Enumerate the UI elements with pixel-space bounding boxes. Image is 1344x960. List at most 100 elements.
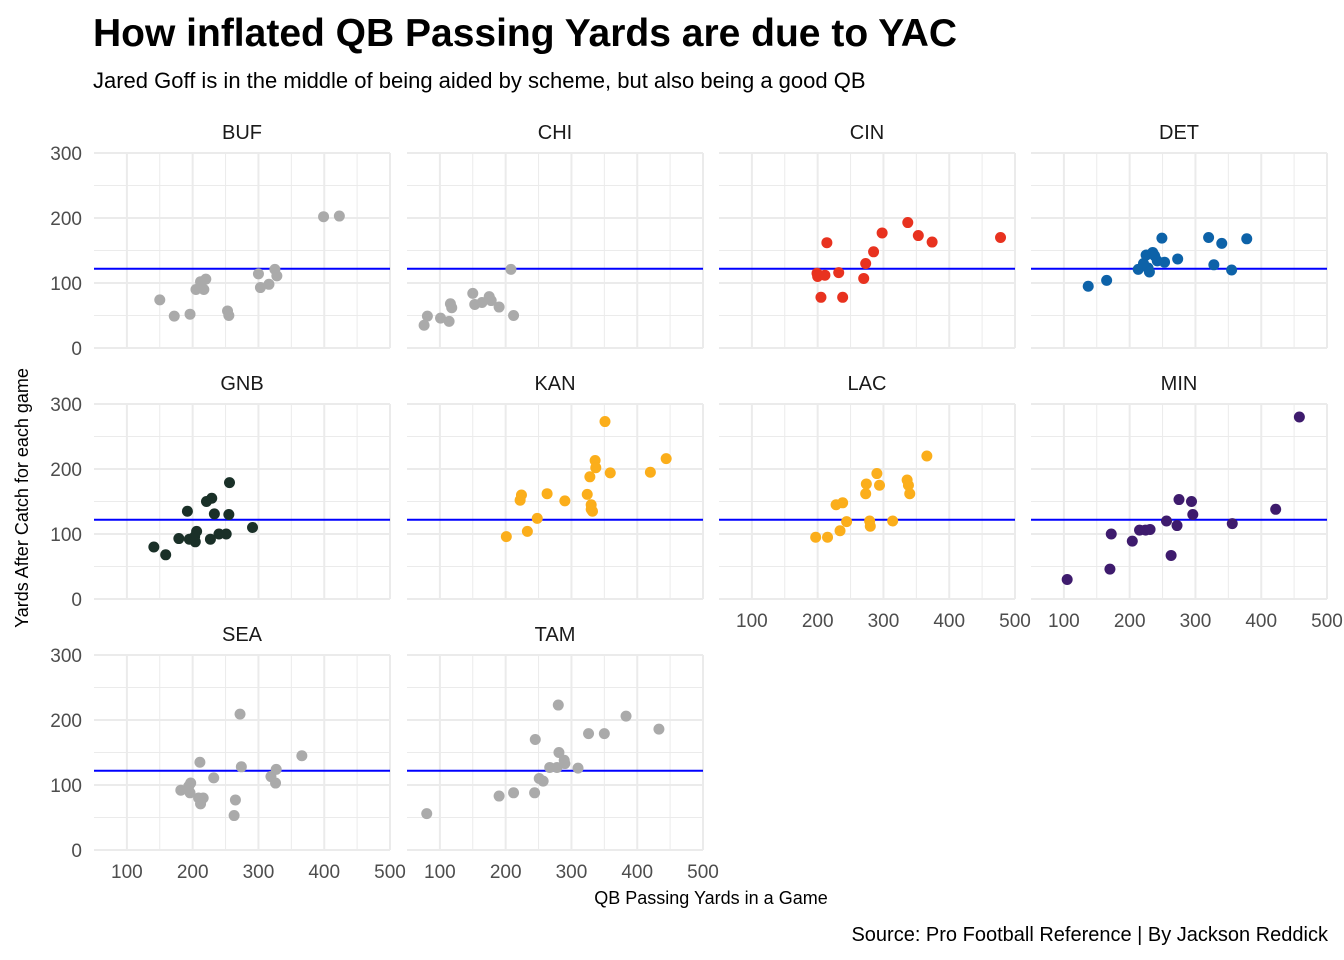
data-point <box>837 497 849 509</box>
data-point <box>467 287 479 299</box>
facet-label: SEA <box>222 624 263 646</box>
facet-label: CHI <box>538 122 572 144</box>
data-point <box>318 211 330 223</box>
data-point <box>168 310 180 322</box>
data-point <box>208 508 220 520</box>
data-point <box>598 728 610 740</box>
data-point <box>271 270 283 282</box>
data-point <box>819 269 831 281</box>
data-point <box>154 294 166 306</box>
x-tick-label: 500 <box>687 862 719 883</box>
data-point <box>1203 232 1215 243</box>
data-point <box>1216 237 1228 249</box>
y-tick-label: 200 <box>50 209 82 230</box>
data-point <box>529 734 541 745</box>
data-point <box>822 531 834 543</box>
x-tick-label: 200 <box>1114 611 1146 632</box>
facet-label: DET <box>1159 122 1199 144</box>
data-point <box>531 512 543 524</box>
facet-panel-cin: CIN <box>719 122 1016 349</box>
y-tick-label: 0 <box>71 339 82 360</box>
data-point <box>493 301 505 313</box>
y-tick-label: 0 <box>71 841 82 862</box>
x-tick-label: 200 <box>490 862 522 883</box>
data-point <box>270 777 282 789</box>
data-point <box>1144 523 1156 535</box>
y-tick-label: 100 <box>50 525 82 546</box>
y-tick-label: 300 <box>50 395 82 416</box>
data-point <box>810 531 822 543</box>
data-point <box>1165 549 1177 561</box>
data-point <box>1156 232 1168 244</box>
chart-title: How inflated QB Passing Yards are due to… <box>93 12 957 55</box>
facet-label: BUF <box>222 122 262 144</box>
data-point <box>204 533 216 545</box>
data-point <box>270 763 282 775</box>
data-point <box>584 471 596 483</box>
data-point <box>208 772 220 784</box>
data-point <box>1208 259 1220 271</box>
y-tick-label: 100 <box>50 274 82 295</box>
facet-label: CIN <box>850 122 884 144</box>
data-point <box>887 515 899 527</box>
data-point <box>508 310 520 321</box>
data-point <box>1293 411 1305 423</box>
x-tick-label: 400 <box>621 862 653 883</box>
data-point <box>1187 509 1199 520</box>
data-point <box>189 536 201 548</box>
data-point <box>485 295 497 307</box>
x-tick-label: 400 <box>1245 611 1277 632</box>
data-point <box>590 462 602 474</box>
facet-panel-min: MIN 100 200 300 400 500 <box>1031 373 1343 632</box>
data-point <box>537 775 549 787</box>
data-point <box>229 794 241 806</box>
data-point <box>508 787 520 799</box>
data-point <box>620 710 632 722</box>
data-point <box>223 310 235 321</box>
data-point <box>418 319 430 331</box>
facet-label: KAN <box>534 373 575 395</box>
data-point <box>876 227 888 239</box>
x-axis-title: QB Passing Yards in a Game <box>594 888 827 908</box>
data-point <box>871 468 883 480</box>
x-tick-label: 500 <box>1311 611 1343 632</box>
data-point <box>926 236 938 248</box>
data-point <box>529 787 541 799</box>
data-point <box>234 708 246 720</box>
data-point <box>1061 574 1073 585</box>
data-point <box>833 267 845 279</box>
data-point <box>185 777 197 789</box>
data-point <box>160 549 172 561</box>
data-point <box>1226 264 1238 276</box>
data-point <box>443 315 455 327</box>
data-point <box>552 699 564 711</box>
facet-panel-sea: SEA 0 100 200 300 100 200 300 400 500 <box>50 624 406 883</box>
data-point <box>252 268 264 280</box>
data-point <box>1101 274 1113 286</box>
data-point <box>553 747 565 758</box>
data-point <box>1241 233 1253 245</box>
data-point <box>583 728 595 740</box>
data-point <box>421 808 433 820</box>
data-point <box>1226 518 1238 530</box>
data-point <box>446 302 458 314</box>
data-point <box>198 284 210 295</box>
data-point <box>921 450 933 462</box>
data-point <box>1082 280 1094 292</box>
data-point <box>148 541 160 553</box>
data-point <box>1104 563 1116 575</box>
data-point <box>220 528 232 540</box>
data-point <box>837 291 849 303</box>
facet-label: MIN <box>1161 373 1198 395</box>
data-point <box>815 291 827 303</box>
data-point <box>559 495 571 507</box>
x-tick-label: 500 <box>374 862 406 883</box>
facet-label: TAM <box>535 624 576 646</box>
data-point <box>599 416 611 428</box>
data-point <box>581 488 593 500</box>
data-point <box>200 273 212 285</box>
y-tick-label: 200 <box>50 711 82 732</box>
y-tick-label: 100 <box>50 776 82 797</box>
data-point <box>184 308 196 320</box>
